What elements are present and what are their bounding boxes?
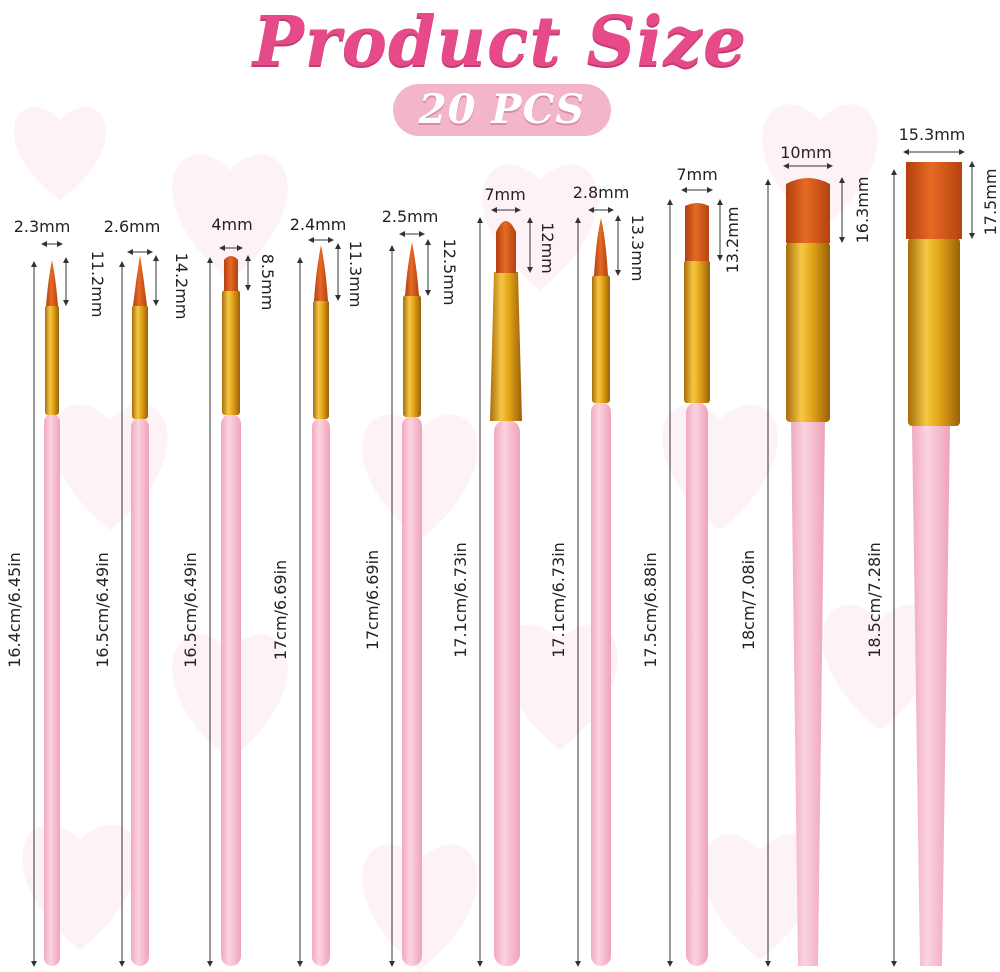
brush-4: 2.4mm 11.3mm 17cm/6.69in (271, 215, 365, 967)
brush-1-bristle-label: 11.2mm (88, 251, 107, 318)
brush-4-handle (312, 418, 330, 966)
brush-5-ferrule (403, 295, 421, 417)
brush-4-bristles (314, 245, 328, 301)
brush-9-bristle-label: 16.3mm (853, 177, 872, 244)
brush-7-bristles (594, 218, 608, 276)
brush-3-length-label: 16.5cm/6.49in (181, 552, 200, 668)
brush-10-bristles (906, 162, 962, 239)
brush-6-handle (494, 420, 520, 966)
brush-4-length-label: 17cm/6.69in (271, 560, 290, 660)
brush-9-width-label: 10mm (780, 143, 832, 162)
brush-10-width-label: 15.3mm (899, 125, 966, 144)
brush-1: 2.3mm 11.2mm 16.4cm/6.45in (5, 217, 107, 967)
brush-4-ferrule (313, 300, 329, 419)
brush-5-bristles (405, 242, 419, 296)
brush-7-ferrule (592, 275, 610, 403)
brush-7-width-label: 2.8mm (573, 183, 630, 202)
brush-5-width-label: 2.5mm (382, 207, 439, 226)
brush-6-width-label: 7mm (484, 185, 525, 204)
brush-1-length-label: 16.4cm/6.45in (5, 552, 24, 668)
brush-4-bristle-label: 11.3mm (346, 241, 365, 308)
brush-9-handle (791, 420, 825, 966)
brush-5-length-label: 17cm/6.69in (363, 550, 382, 650)
brush-3-bristle-label: 8.5mm (258, 254, 277, 311)
brush-2-bristles (133, 255, 147, 306)
brush-1-bristles (46, 260, 58, 306)
brush-10-bristle-label: 17.5mm (981, 169, 1000, 236)
brush-1-width-label: 2.3mm (14, 217, 71, 236)
brush-9-bristles (786, 178, 830, 243)
quantity-badge: 20 PCS (393, 84, 611, 136)
brush-7-length-label: 17.1cm/6.73in (549, 542, 568, 658)
brush-10-handle (912, 424, 950, 966)
brush-9-ferrule (786, 242, 830, 422)
brush-3-handle (221, 414, 241, 966)
brush-8-bristle-label: 13.2mm (723, 207, 742, 274)
brush-8-width-label: 7mm (676, 165, 717, 184)
brush-3: 4mm 8.5mm 16.5cm/6.49in (181, 215, 277, 967)
brush-3-ferrule (222, 290, 240, 415)
brush-8-handle (686, 402, 708, 966)
brush-5-bristle-label: 12.5mm (440, 239, 459, 306)
brush-8-length-label: 17.5cm/6.88in (641, 552, 660, 668)
brush-2-ferrule (132, 305, 148, 419)
brush-9-length-label: 18cm/7.08in (739, 550, 758, 650)
brush-6: 7mm 12mm 17.1cm/6.73in (451, 185, 557, 967)
brush-8-bristles (685, 203, 709, 261)
brush-7: 2.8mm 13.3mm 17.1cm/6.73in (549, 183, 647, 967)
brush-10: 15.3mm 17.5mm 18.5cm/7.28in (865, 125, 1000, 967)
brush-6-length-label: 17.1cm/6.73in (451, 542, 470, 658)
brush-10-ferrule (908, 238, 960, 426)
brush-8: 7mm 13.2mm 17.5cm/6.88in (641, 165, 742, 967)
brush-7-bristle-label: 13.3mm (628, 215, 647, 282)
brush-2-length-label: 16.5cm/6.49in (93, 552, 112, 668)
brush-2-handle (131, 418, 149, 966)
brush-2-width-label: 2.6mm (104, 217, 161, 236)
brush-10-length-label: 18.5cm/7.28in (865, 542, 884, 658)
brush-1-ferrule (45, 305, 59, 415)
brush-9: 10mm 16.3mm 18cm/7.08in (739, 143, 872, 967)
brush-6-ferrule (490, 272, 522, 421)
brush-4-width-label: 2.4mm (290, 215, 347, 234)
brush-2: 2.6mm 14.2mm 16.5cm/6.49in (93, 217, 191, 967)
brush-2-bristle-label: 14.2mm (172, 253, 191, 320)
brush-7-handle (591, 402, 611, 966)
brush-8-ferrule (684, 260, 710, 403)
page-title: Product Size (252, 2, 748, 82)
brush-5-handle (402, 416, 422, 966)
brush-1-handle (44, 414, 60, 966)
brush-3-width-label: 4mm (211, 215, 252, 234)
brush-5: 2.5mm 12.5mm 17cm/6.69in (363, 207, 459, 967)
brush-6-bristles (496, 221, 516, 273)
brush-3-bristles (224, 256, 238, 291)
brush-6-bristle-label: 12mm (538, 222, 557, 274)
